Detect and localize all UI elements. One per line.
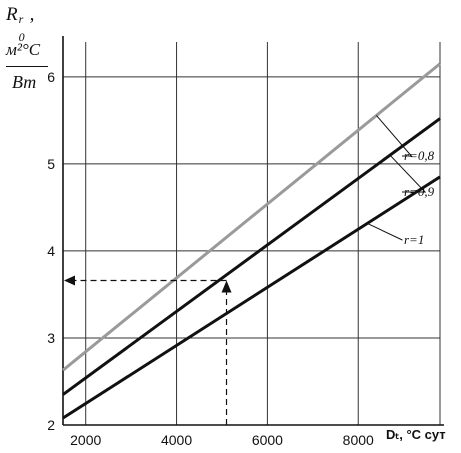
y-axis-fraction-bar	[6, 66, 48, 67]
x-axis-label: Dₜ, °C сут	[386, 427, 446, 442]
tick-labels: 2 3 4 5 6 2000 4000 6000 8000	[47, 69, 374, 448]
series-lines	[62, 62, 441, 420]
grid	[63, 42, 441, 425]
y-axis-unit-denominator: Вт	[12, 72, 37, 92]
legend-leader	[389, 154, 427, 193]
x-tick-label: 6000	[252, 432, 283, 448]
y-tick-label: 6	[47, 69, 55, 85]
y-axis-superscript: r	[18, 12, 24, 26]
series-line-r=0,8	[62, 62, 441, 372]
y-axis-subscript: 0	[18, 30, 25, 44]
y-axis-comma: ,	[29, 4, 35, 25]
y-tick-label: 3	[47, 330, 55, 346]
legend-label: r=0,8	[404, 148, 435, 163]
y-axis-unit-numerator: м²°С	[6, 40, 41, 59]
legend: r=0,8 r=0,9 r=1	[367, 115, 435, 247]
legend-leader	[376, 115, 413, 157]
series-line-r=0,9	[62, 117, 441, 396]
x-tick-label: 4000	[161, 432, 192, 448]
x-tick-label: 8000	[343, 432, 374, 448]
y-tick-label: 4	[47, 243, 55, 259]
y-axis-symbol: R	[6, 4, 18, 25]
axes	[62, 36, 444, 426]
y-tick-label: 2	[47, 417, 55, 433]
annotation-arrowhead-up	[221, 280, 232, 293]
annotation-arrowhead-left	[64, 275, 75, 286]
legend-label: r=1	[404, 232, 424, 247]
series-line-r=1	[62, 175, 441, 420]
y-tick-label: 5	[47, 156, 55, 172]
legend-leader	[367, 222, 403, 241]
x-tick-label: 2000	[70, 432, 101, 448]
legend-label: r=0,9	[404, 184, 435, 199]
annotation-arrows	[64, 275, 232, 425]
